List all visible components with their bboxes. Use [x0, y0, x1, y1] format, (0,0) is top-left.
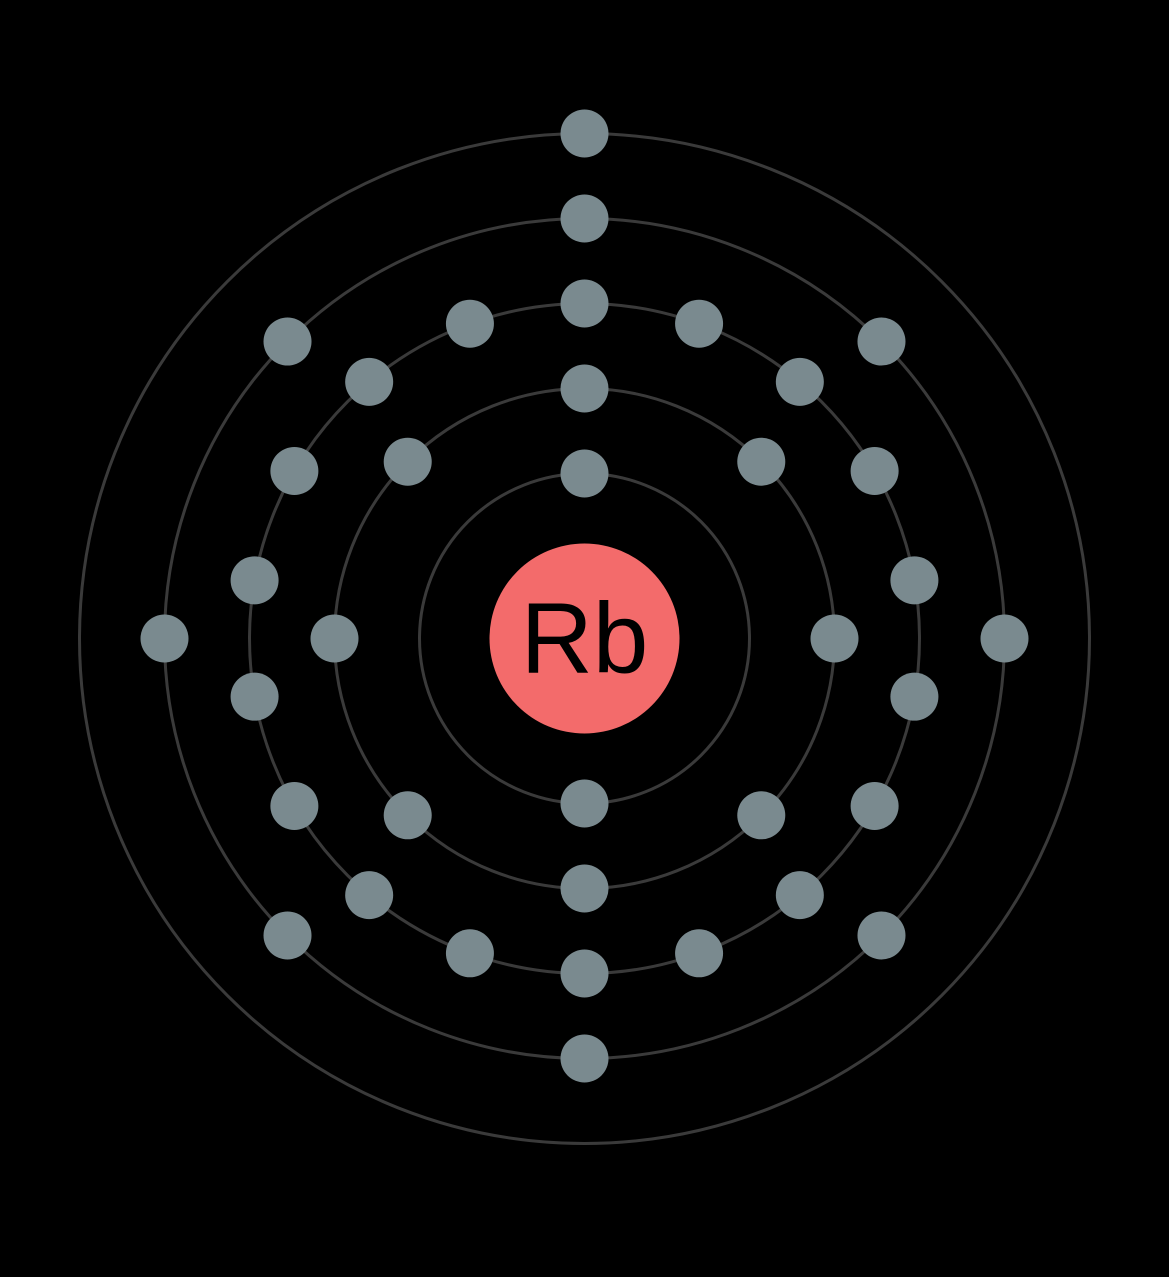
- electron-shell-1: [561, 450, 609, 498]
- electron-shell-4: [857, 911, 905, 959]
- electron-shell-2: [561, 865, 609, 913]
- electron-shell-4: [264, 911, 312, 959]
- bohr-diagram: Rb: [0, 0, 1169, 1277]
- electron-shell-3: [851, 782, 899, 830]
- electron-shell-3: [851, 447, 899, 495]
- electron-shell-3: [675, 929, 723, 977]
- electron-shell-3: [231, 673, 279, 721]
- electron-shell-3: [345, 871, 393, 919]
- electron-shell-3: [446, 300, 494, 348]
- electron-shell-2: [737, 791, 785, 839]
- element-symbol: Rb: [521, 583, 649, 695]
- electron-shell-3: [561, 950, 609, 998]
- electron-shell-2: [384, 791, 432, 839]
- electron-shell-3: [776, 871, 824, 919]
- electron-shell-4: [981, 615, 1029, 663]
- electron-shell-2: [384, 438, 432, 486]
- electron-shell-4: [857, 318, 905, 366]
- electron-shell-2: [561, 365, 609, 413]
- electron-shell-4: [561, 195, 609, 243]
- electron-shell-3: [890, 556, 938, 604]
- electron-shell-4: [141, 615, 189, 663]
- electron-shell-4: [561, 1035, 609, 1083]
- electron-shell-3: [446, 929, 494, 977]
- electron-shell-3: [231, 556, 279, 604]
- electron-shell-5: [561, 110, 609, 158]
- electron-shell-3: [890, 673, 938, 721]
- electron-shell-2: [811, 615, 859, 663]
- electron-shell-1: [561, 780, 609, 828]
- electron-shell-3: [270, 782, 318, 830]
- electron-shell-4: [264, 318, 312, 366]
- electron-shell-2: [737, 438, 785, 486]
- electron-shell-3: [675, 300, 723, 348]
- electron-shell-3: [776, 358, 824, 406]
- electron-shell-3: [561, 280, 609, 328]
- electron-shell-3: [270, 447, 318, 495]
- electron-shell-2: [311, 615, 359, 663]
- electron-shell-3: [345, 358, 393, 406]
